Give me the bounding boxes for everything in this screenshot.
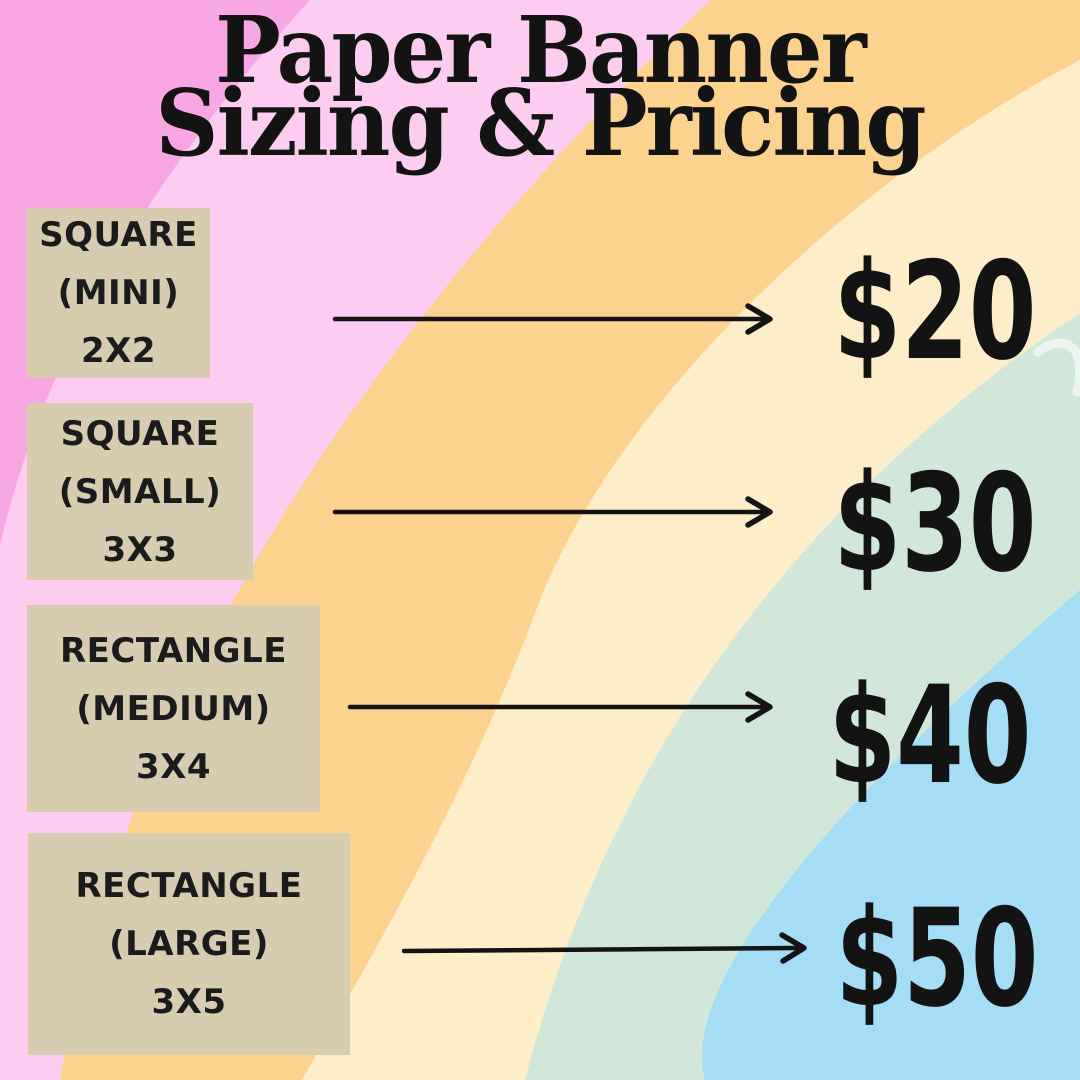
size-variant: (LARGE) (109, 924, 269, 964)
arrow-icon-row-2 (332, 496, 773, 528)
size-box-square-mini: SQUARE (MINI) 2X2 (27, 208, 210, 378)
price-label-rectangle-medium: $40 (828, 656, 1032, 814)
size-variant: (MEDIUM) (76, 688, 271, 729)
size-name: RECTANGLE (75, 866, 303, 906)
size-dimensions: 3X3 (102, 529, 178, 570)
poster-title-line-1: Paper Banner (215, 0, 867, 104)
arrow-icon-row-4 (401, 932, 807, 964)
arrow-icon-row-3 (347, 691, 773, 723)
size-name: SQUARE (60, 413, 220, 454)
price-label-rectangle-large: $50 (835, 879, 1039, 1037)
band-magenta (0, 0, 310, 545)
arrow-icon-row-1 (332, 303, 773, 335)
size-name: RECTANGLE (60, 630, 287, 671)
poster-title: Paper Banner Sizing & Pricing (27, 0, 1053, 177)
size-name: SQUARE (39, 215, 198, 255)
shine-squiggle-icon (1033, 338, 1080, 397)
size-variant: (MINI) (57, 273, 180, 313)
price-label-square-small: $30 (833, 444, 1037, 602)
poster-title-line-2: Sizing & Pricing (155, 69, 926, 177)
size-dimensions: 3X4 (135, 746, 212, 787)
size-variant: (SMALL) (58, 471, 222, 512)
band-blue (702, 590, 1080, 1080)
price-label-square-mini: $20 (833, 232, 1037, 390)
size-dimensions: 3X5 (151, 982, 227, 1022)
size-dimensions: 2X2 (80, 331, 157, 371)
size-box-rectangle-medium: RECTANGLE (MEDIUM) 3X4 (27, 605, 320, 812)
size-box-rectangle-large: RECTANGLE (LARGE) 3X5 (28, 833, 350, 1055)
size-box-square-small: SQUARE (SMALL) 3X3 (27, 403, 253, 580)
